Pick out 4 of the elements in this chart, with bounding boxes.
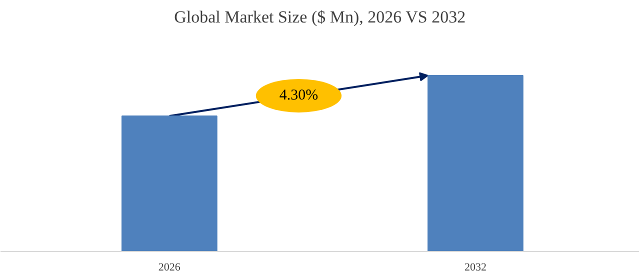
- x-tick-label: 2026: [158, 262, 181, 274]
- annotation: 4.30%: [279, 88, 318, 104]
- chart-title: Global Market Size ($ Mn), 2026 VS 2032: [174, 8, 466, 26]
- x-tick-label: 2032: [464, 262, 486, 274]
